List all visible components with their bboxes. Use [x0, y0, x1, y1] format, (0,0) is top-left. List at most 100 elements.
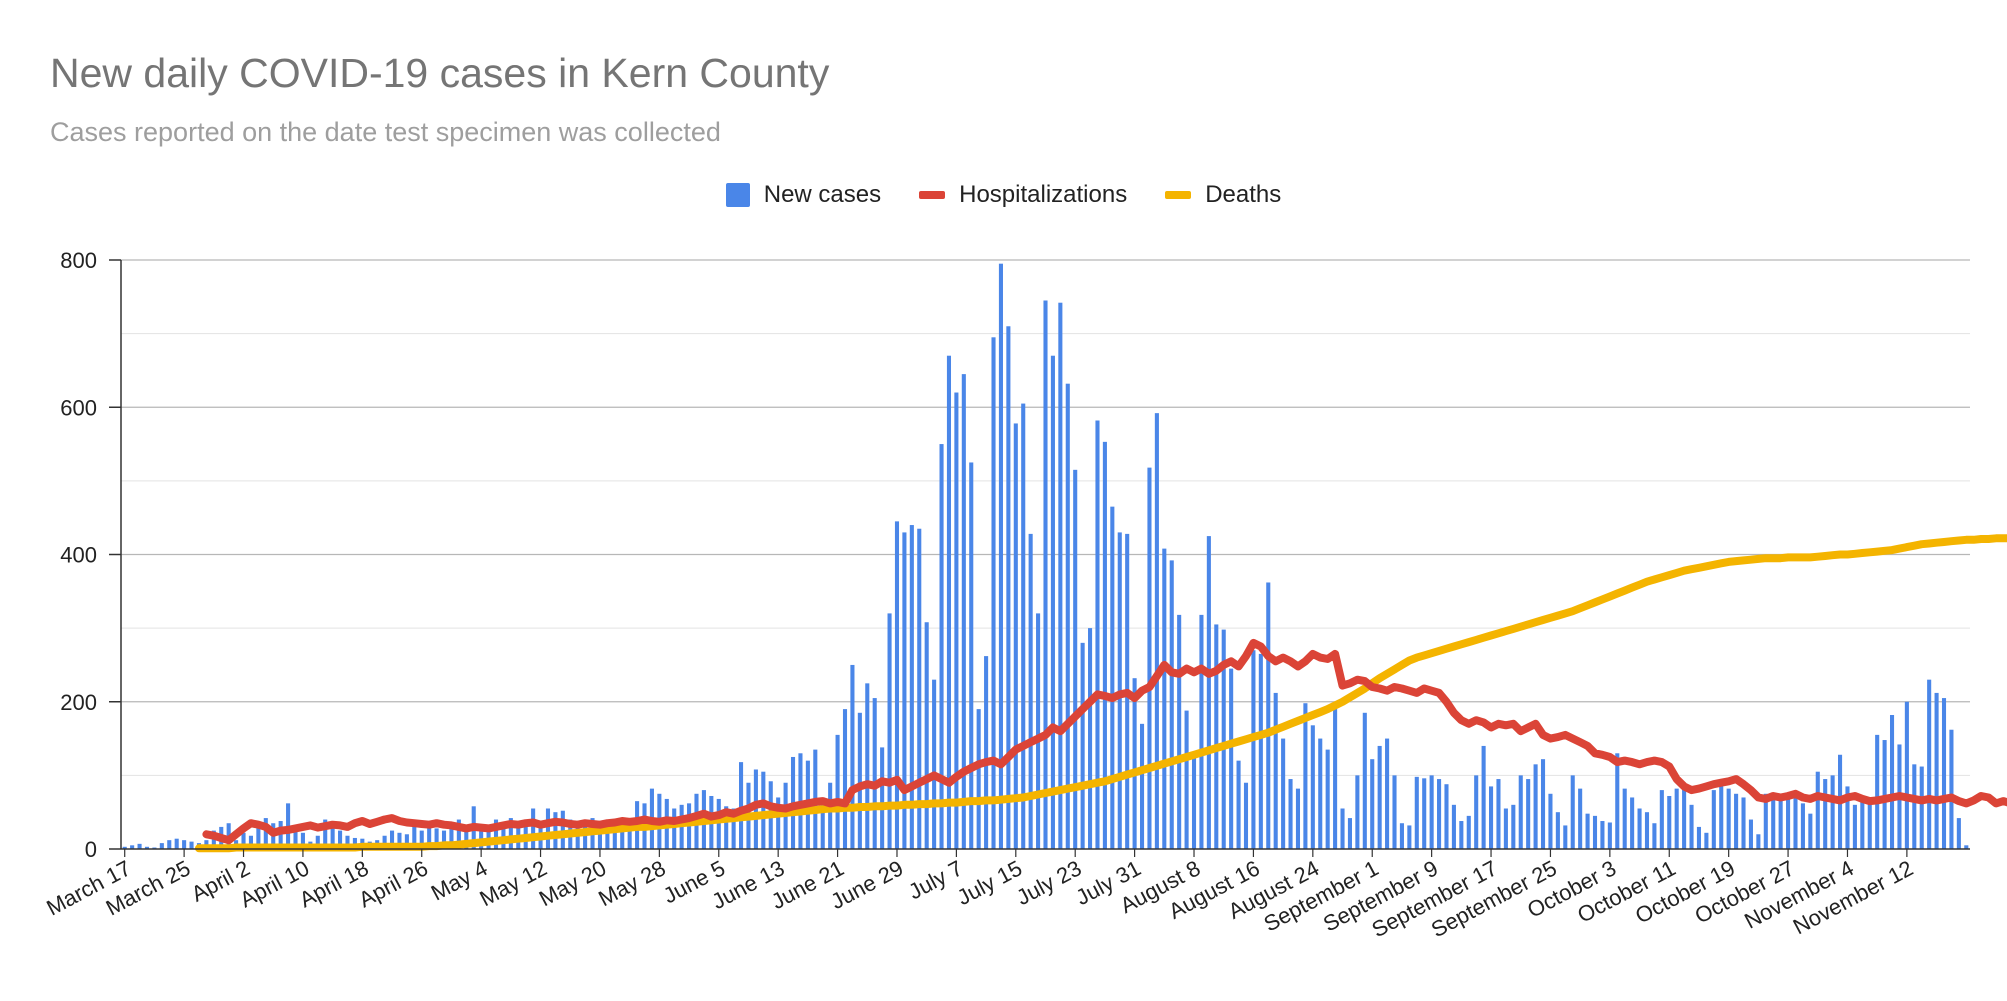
- bar-new-cases: [144, 846, 150, 849]
- bar-new-cases: [1778, 797, 1783, 849]
- bar-new-cases: [1451, 804, 1456, 849]
- bar-new-cases: [1288, 779, 1293, 849]
- bar-new-cases: [1622, 788, 1627, 849]
- bar-new-cases: [345, 835, 350, 849]
- bar-new-cases: [1786, 795, 1791, 849]
- bar-new-cases: [828, 782, 833, 849]
- bar-new-cases: [1206, 536, 1211, 849]
- bar-new-cases: [1466, 815, 1471, 849]
- bar-new-cases: [1147, 467, 1152, 849]
- bar-new-cases: [1526, 779, 1531, 849]
- legend-label-deaths: Deaths: [1205, 181, 1282, 208]
- bar-new-cases: [1295, 788, 1301, 849]
- bar-new-cases: [412, 826, 417, 849]
- bar-new-cases: [1904, 701, 1909, 849]
- bar-new-cases: [248, 835, 253, 849]
- bar-new-cases: [969, 462, 974, 849]
- bar-new-cases: [1036, 613, 1041, 849]
- bar-new-cases: [932, 679, 937, 849]
- y-tick-label: 800: [60, 248, 97, 273]
- bar-new-cases: [1489, 786, 1494, 849]
- bar-new-cases: [441, 830, 447, 849]
- bar-new-cases: [597, 823, 602, 849]
- y-tick-label: 0: [85, 837, 97, 862]
- bar-new-cases: [1006, 326, 1011, 849]
- legend-item-hospitalizations[interactable]: Hospitalizations: [919, 181, 1127, 209]
- bar-new-cases: [397, 832, 402, 849]
- bar-new-cases: [894, 521, 900, 849]
- bar-new-cases: [776, 797, 781, 849]
- bar-new-cases: [1169, 560, 1174, 849]
- bar-new-cases: [1741, 797, 1746, 849]
- x-tick-label: April 26: [354, 855, 432, 912]
- bar-new-cases: [1496, 779, 1501, 849]
- bar-new-cases: [1719, 786, 1724, 849]
- bar-new-cases: [167, 840, 172, 849]
- bar-new-cases: [1548, 793, 1553, 849]
- bar-new-cases: [961, 374, 966, 849]
- bar-new-cases: [1407, 825, 1412, 849]
- bar-new-cases: [1444, 784, 1449, 849]
- x-tick-label: July 23: [1012, 855, 1085, 910]
- bar-new-cases: [842, 709, 848, 849]
- bar-new-cases: [1073, 469, 1078, 849]
- bar-new-cases: [1674, 788, 1679, 849]
- bar-new-cases: [1912, 764, 1917, 849]
- bar-new-cases: [1266, 582, 1271, 849]
- bar-new-cases: [857, 712, 862, 849]
- bar-new-cases: [887, 613, 892, 849]
- bar-new-cases: [241, 832, 246, 849]
- bar-new-cases: [531, 808, 536, 849]
- bar-new-cases: [1474, 775, 1479, 849]
- bar-new-cases: [1385, 738, 1390, 849]
- bar-new-cases: [1392, 775, 1397, 849]
- chart-subtitle: Cases reported on the date test specimen…: [50, 117, 721, 147]
- bar-new-cases: [315, 835, 320, 849]
- bar-new-cases: [493, 819, 499, 849]
- legend-swatch-hospitalizations: [919, 191, 946, 199]
- bar-new-cases: [404, 834, 409, 849]
- bar-new-cases: [1511, 804, 1516, 849]
- bar-new-cases: [189, 841, 194, 849]
- bar-new-cases: [1637, 808, 1642, 849]
- bar-new-cases: [612, 819, 617, 849]
- axes: [109, 259, 1970, 857]
- bar-new-cases: [1251, 650, 1256, 849]
- bar-new-cases: [872, 698, 877, 849]
- bar-new-cases: [545, 808, 551, 849]
- bar-new-cases: [1184, 710, 1189, 849]
- bar-new-cases: [716, 798, 721, 849]
- bar-new-cases: [389, 830, 395, 849]
- legend-item-new-cases[interactable]: New cases: [725, 181, 881, 209]
- bar-new-cases: [1191, 753, 1197, 849]
- bar-new-cases: [1013, 423, 1018, 849]
- x-tick-label: May 28: [594, 855, 669, 911]
- bar-new-cases: [427, 825, 432, 849]
- bar-new-cases: [1845, 786, 1850, 849]
- bar-new-cases: [1704, 832, 1709, 849]
- bar-new-cases: [1236, 760, 1241, 849]
- bar-new-cases: [1229, 668, 1234, 849]
- bar-new-cases: [1370, 759, 1375, 849]
- bar-new-cases: [1347, 818, 1352, 849]
- bar-new-cases: [1221, 629, 1226, 849]
- legend-item-deaths[interactable]: Deaths: [1165, 181, 1281, 209]
- bar-new-cases: [998, 263, 1003, 849]
- bar-new-cases: [1028, 533, 1033, 849]
- bar-new-cases: [278, 821, 283, 849]
- chart-legend: New cases Hospitalizations Deaths: [0, 181, 2007, 209]
- bars-new-cases: [122, 263, 1969, 849]
- bar-new-cases: [1199, 614, 1204, 849]
- bar-new-cases: [1459, 821, 1464, 849]
- bar-new-cases: [880, 747, 885, 849]
- bar-new-cases: [338, 830, 343, 849]
- bar-new-cases: [1281, 738, 1286, 849]
- bar-new-cases: [1139, 723, 1145, 849]
- bar-new-cases: [1563, 825, 1568, 849]
- chart-title: New daily COVID-19 cases in Kern County: [50, 50, 830, 96]
- legend-swatch-new-cases: [725, 183, 750, 207]
- y-tick-label: 600: [60, 395, 97, 420]
- bar-new-cases: [1860, 798, 1865, 849]
- bar-new-cases: [1927, 679, 1932, 849]
